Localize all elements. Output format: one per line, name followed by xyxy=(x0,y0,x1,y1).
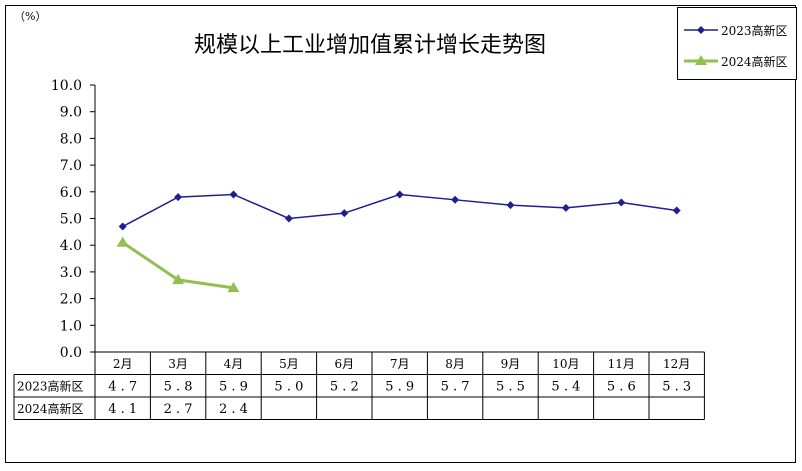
y-tick-label: 4.0 xyxy=(60,238,82,254)
table-series-name: 2023高新区 xyxy=(17,379,84,394)
y-tick-label: 6.0 xyxy=(60,185,82,201)
x-tick-label: 9月 xyxy=(501,357,521,371)
y-tick-label: 1.0 xyxy=(60,318,82,334)
table-cell-value: 4 . 1 xyxy=(108,402,137,417)
y-tick-label: 2.0 xyxy=(60,292,82,308)
data-point xyxy=(172,273,185,285)
y-tick-label: 0.0 xyxy=(60,345,82,361)
x-tick-label: 4月 xyxy=(224,357,244,371)
table-cell-value: 5 . 2 xyxy=(330,380,359,395)
x-tick-label: 11月 xyxy=(608,357,635,371)
data-point xyxy=(227,281,240,293)
table-cell-value: 5 . 3 xyxy=(662,380,691,395)
table-cell-value: 5 . 9 xyxy=(219,380,248,395)
data-point xyxy=(561,203,570,212)
table-cell-value: 5 . 6 xyxy=(607,380,636,395)
data-point xyxy=(395,190,404,199)
data-table: 2月 3月 4月 5月 6月 7月 8月 9月 10月 11月 12月 2023高新区 4 . 7 5 .… xyxy=(13,351,705,420)
data-point xyxy=(451,195,460,204)
y-tick-label: 3.0 xyxy=(60,265,82,281)
y-tick-label: 5.0 xyxy=(60,212,82,228)
data-point xyxy=(116,236,129,247)
data-point xyxy=(284,214,293,223)
legend-label: 2023高新区 xyxy=(721,23,788,38)
x-tick-label: 7月 xyxy=(390,357,410,371)
axes: 0.0 1.0 2.0 3.0 4.0 5.0 6.0 7.0 8.0 9.0 10.0 xyxy=(51,78,96,361)
y-tick-label: 10.0 xyxy=(51,78,82,94)
x-tick-label: 12月 xyxy=(663,357,690,371)
y-tick-label: 9.0 xyxy=(60,105,82,121)
x-tick-label: 6月 xyxy=(334,357,354,371)
y-tick-label: 8.0 xyxy=(60,131,82,147)
data-point xyxy=(174,193,183,202)
x-tick-label: 5月 xyxy=(279,357,299,371)
table-cell-value: 5 . 4 xyxy=(551,380,580,395)
table-cell-value: 5 . 9 xyxy=(385,380,414,395)
data-point xyxy=(340,209,349,218)
plot-area xyxy=(116,190,681,293)
data-point xyxy=(229,190,238,199)
data-point xyxy=(118,222,127,231)
x-tick-label: 10月 xyxy=(552,357,579,371)
table-cell-value: 4 . 7 xyxy=(108,380,137,395)
data-point xyxy=(617,198,626,207)
x-tick-label: 3月 xyxy=(168,357,188,371)
table-cell-value: 2 . 7 xyxy=(164,402,193,417)
x-tick-label: 8月 xyxy=(445,357,465,371)
chart-frame xyxy=(5,5,796,463)
y-tick-label: 7.0 xyxy=(60,158,82,174)
table-cell-value: 5 . 7 xyxy=(441,380,470,395)
data-point xyxy=(672,206,681,215)
unit-label: （%） xyxy=(14,10,46,23)
table-series-name: 2024高新区 xyxy=(17,401,84,416)
legend-label: 2024高新区 xyxy=(721,54,788,69)
series-line-1 xyxy=(122,193,677,228)
data-point xyxy=(506,201,515,210)
legend-marker xyxy=(697,26,705,34)
legend: 2023高新区 2024高新区 xyxy=(677,7,797,80)
table-cell-value: 2 . 4 xyxy=(219,402,248,417)
table-cell-value: 5 . 5 xyxy=(496,380,525,395)
table-cell-value: 5 . 0 xyxy=(274,380,303,395)
legend-svg: 2023高新区 2024高新区 xyxy=(684,23,788,69)
table-cell-value: 5 . 8 xyxy=(164,380,193,395)
x-tick-label: 2月 xyxy=(113,357,133,371)
chart-title: 规模以上工业增加值累计增长走势图 xyxy=(194,33,546,58)
legend-marker xyxy=(695,55,707,65)
